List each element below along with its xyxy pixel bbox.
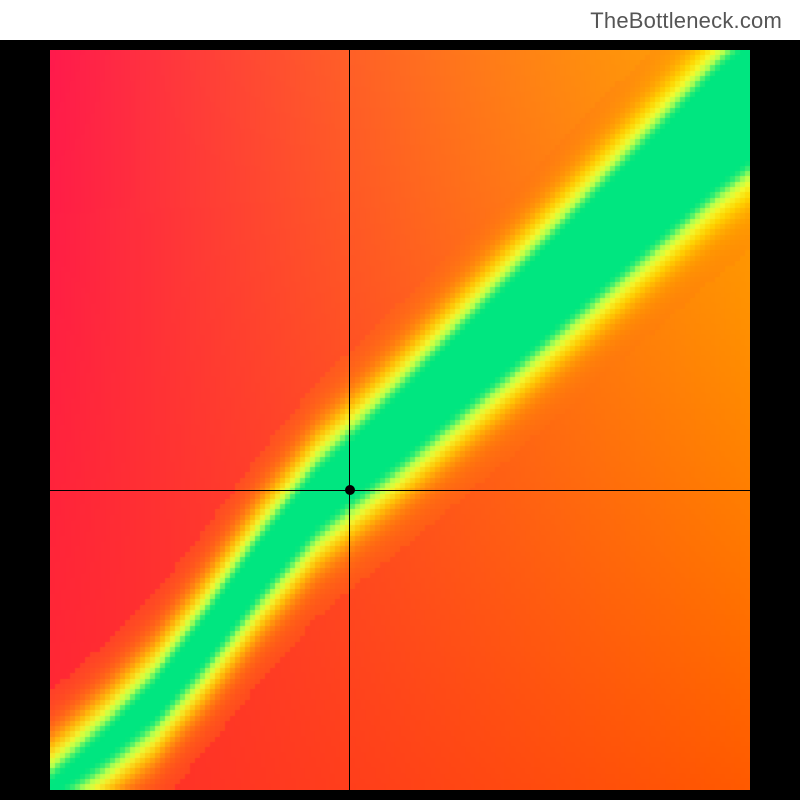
crosshair-vertical — [349, 50, 350, 790]
watermark-text: TheBottleneck.com — [590, 8, 782, 34]
heatmap-plot-area — [50, 50, 750, 790]
crosshair-horizontal — [50, 490, 750, 491]
selection-marker — [345, 485, 355, 495]
heatmap-canvas — [50, 50, 750, 790]
